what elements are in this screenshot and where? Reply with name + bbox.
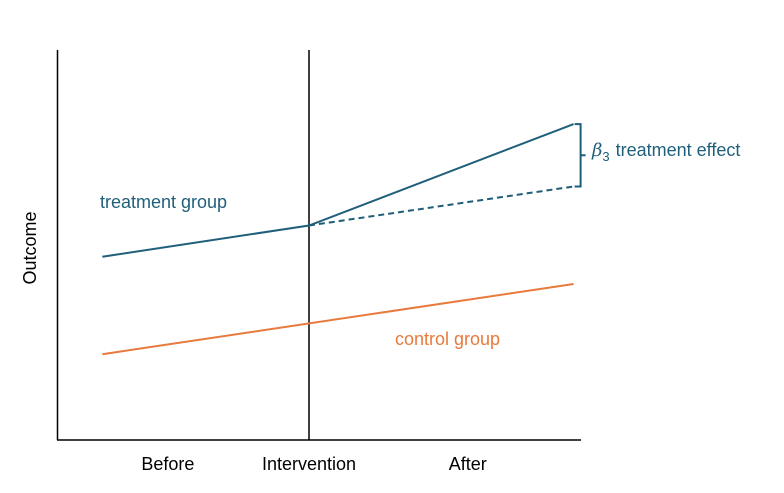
control-group-label: control group bbox=[395, 329, 500, 349]
treatment-effect-text: treatment effect bbox=[616, 140, 741, 160]
treatment-effect-label: β3 treatment effect bbox=[591, 140, 740, 164]
effect-bracket-path bbox=[574, 123, 586, 188]
x-tick-after: After bbox=[449, 454, 487, 474]
series-line-control-group bbox=[102, 283, 574, 356]
x-tick-before: Before bbox=[141, 454, 194, 474]
series-line-treatment-group bbox=[102, 123, 574, 258]
series-layer bbox=[102, 123, 574, 356]
x-tick-intervention: Intervention bbox=[262, 454, 356, 474]
beta-subscript: 3 bbox=[602, 149, 609, 164]
y-axis-label: Outcome bbox=[20, 211, 40, 284]
effect-bracket bbox=[574, 123, 586, 188]
x-tick-labels: Before Intervention After bbox=[141, 454, 486, 474]
series-line-counterfactual bbox=[308, 185, 574, 227]
treatment-group-label: treatment group bbox=[100, 192, 227, 212]
beta-symbol: β bbox=[591, 140, 602, 161]
